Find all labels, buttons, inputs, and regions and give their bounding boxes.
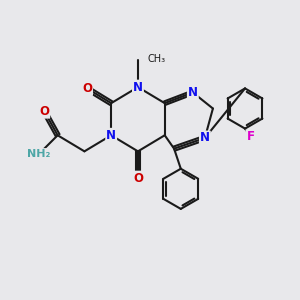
Text: N: N (106, 129, 116, 142)
Text: N: N (200, 131, 210, 145)
Text: NH₂: NH₂ (27, 149, 51, 159)
Text: CH₃: CH₃ (147, 54, 165, 64)
Text: O: O (82, 82, 92, 95)
Text: N: N (133, 81, 143, 94)
Text: F: F (246, 130, 254, 143)
Text: O: O (133, 172, 143, 184)
Text: N: N (188, 86, 198, 99)
Text: O: O (39, 105, 49, 118)
